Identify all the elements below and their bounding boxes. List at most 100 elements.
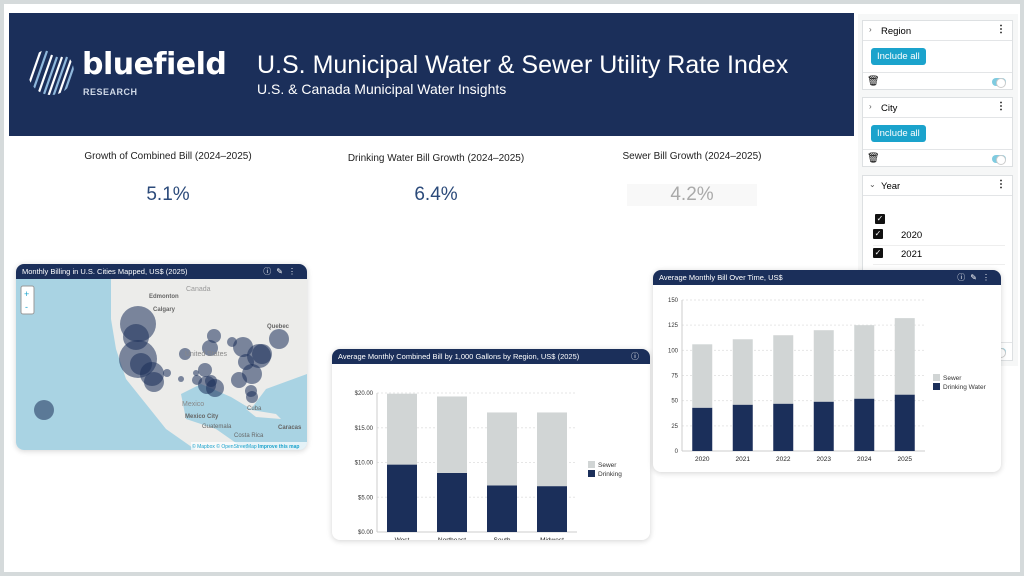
map-label: Cuba <box>247 406 262 412</box>
toggle-switch[interactable] <box>992 78 1006 88</box>
filter-label: City <box>881 103 898 114</box>
kpi-value: 4.2% <box>627 184 757 206</box>
y-tick-label: 25 <box>671 424 678 430</box>
bar-drinking <box>437 472 467 532</box>
x-tick-label: 2021 <box>736 456 751 463</box>
bar-drinking-water <box>732 404 753 451</box>
trash-icon[interactable]: 🗑 <box>867 76 880 87</box>
y-tick-label: 0 <box>675 449 679 455</box>
toggle-switch[interactable] <box>992 155 1006 165</box>
checkbox[interactable]: ✓ <box>873 248 883 258</box>
zoom-in-button[interactable]: + <box>24 289 29 299</box>
more-icon[interactable]: ⋮ <box>996 179 1006 190</box>
edit-icon[interactable]: ✎ <box>970 273 982 282</box>
chevron-down-icon[interactable]: ⌄ <box>869 180 876 189</box>
bar-drinking-water <box>692 407 713 451</box>
osm-link[interactable]: © OpenStreetMap <box>216 443 257 450</box>
bar-sewer <box>894 318 915 395</box>
bar-drinking-water <box>813 401 834 451</box>
bar-sewer <box>773 335 794 404</box>
kpi-label: Drinking Water Bill Growth (2024–2025) <box>347 153 525 164</box>
map-label: Edmonton <box>149 294 179 300</box>
y-tick-label: $15.00 <box>355 426 374 432</box>
info-icon[interactable]: ⓘ <box>631 352 644 361</box>
bar-sewer <box>813 330 834 402</box>
map-label: Costa Rica <box>234 433 264 439</box>
chart-title: Average Monthly Combined Bill by 1,000 G… <box>338 352 580 361</box>
map-label: Caracas <box>278 425 302 431</box>
map-label: Canada <box>186 286 211 293</box>
chevron-right-icon[interactable]: › <box>869 102 872 111</box>
chart-header: Average Monthly Bill Over Time, US$ ⓘ✎⋮ <box>653 270 1001 285</box>
chevron-right-icon[interactable]: › <box>869 25 872 34</box>
kpi-value: 6.4% <box>414 184 458 205</box>
map-label: Calgary <box>153 307 176 313</box>
filter-region: › Region ⋮ Include all 🗑 <box>862 20 1013 90</box>
edit-icon[interactable]: ✎ <box>276 267 288 276</box>
page-title: U.S. Municipal Water & Sewer Utility Rat… <box>257 51 789 79</box>
bar-sewer <box>437 396 467 473</box>
more-icon[interactable]: ⋮ <box>982 273 995 282</box>
x-tick-label: 2023 <box>817 456 832 463</box>
bill-over-time-chart: 0 25 50 75 100 125 150 2020 2021 2022 2023 2024 2025… <box>668 298 987 463</box>
city-bubbles <box>34 306 289 420</box>
bar-drinking <box>487 485 517 532</box>
more-icon[interactable]: ⋮ <box>288 267 301 276</box>
checkbox[interactable]: ✓ <box>873 229 883 239</box>
zoom-out-button[interactable]: - <box>25 302 28 312</box>
logo-subtext: RESEARCH <box>83 87 138 97</box>
bluefield-logo: bluefield RESEARCH <box>26 41 227 105</box>
bar-drinking-water <box>894 394 915 451</box>
bar-sewer <box>854 325 875 399</box>
map-canvas[interactable]: Canada Edmonton Calgary Quebec United St… <box>16 279 307 450</box>
x-tick-label: South <box>494 537 511 540</box>
x-tick-label: Northeast <box>438 537 466 540</box>
legend-label: Drinking Water <box>943 384 987 391</box>
region-bill-chart-card: Average Monthly Combined Bill by 1,000 G… <box>332 349 650 540</box>
filter-label: Region <box>881 26 912 37</box>
info-icon[interactable]: ⓘ <box>957 273 971 282</box>
more-icon[interactable]: ⋮ <box>996 24 1006 35</box>
kpi-sewer-growth: Sewer Bill Growth (2024–2025) 4.2% <box>582 151 802 206</box>
x-tick-label: 2024 <box>857 456 872 463</box>
year-option[interactable]: ✓ 2021 <box>873 247 1005 265</box>
bar-sewer <box>387 393 417 465</box>
filter-city: › City ⋮ Include all 🗑 <box>862 97 1013 167</box>
map-title: Monthly Billing in U.S. Cities Mapped, U… <box>22 267 188 276</box>
x-tick-label: West <box>395 537 410 540</box>
bar-sewer <box>487 412 517 486</box>
info-icon[interactable]: ⓘ <box>263 267 277 276</box>
y-tick-label: 75 <box>671 374 678 380</box>
legend-swatch <box>933 383 940 390</box>
map-label: Guatemala <box>202 424 232 430</box>
bill-over-time-chart-card: Average Monthly Bill Over Time, US$ ⓘ✎⋮ 0… <box>653 270 1001 472</box>
map-card: Monthly Billing in U.S. Cities Mapped, U… <box>16 264 307 450</box>
bar-drinking <box>387 464 417 532</box>
select-all-checkbox[interactable]: ✓ <box>875 214 885 224</box>
logo-text: bluefield <box>82 47 227 82</box>
include-all-button[interactable]: Include all <box>871 48 926 65</box>
more-icon[interactable]: ⋮ <box>996 101 1006 112</box>
kpi-label: Growth of Combined Bill (2024–2025) <box>84 151 252 162</box>
zoom-controls: + - <box>20 285 35 315</box>
map-label: United States <box>185 351 228 358</box>
kpi-label: Sewer Bill Growth (2024–2025) <box>622 151 762 162</box>
bar-sewer <box>692 344 713 408</box>
year-option[interactable]: ✓ 2020 <box>873 228 1005 246</box>
mapbox-link[interactable]: © Mapbox <box>192 443 215 450</box>
filter-label: Year <box>881 181 901 192</box>
improve-map-link[interactable]: Improve this map <box>258 444 299 450</box>
legend-swatch <box>588 470 595 477</box>
x-tick-label: 2022 <box>776 456 791 463</box>
x-tick-label: 2020 <box>695 456 710 463</box>
bar-sewer <box>732 339 753 405</box>
legend-label: Sewer <box>943 375 962 382</box>
region-bill-chart: $0.00 $5.00 $10.00 $15.00 $20.00 West Northeas… <box>355 391 623 540</box>
y-tick-label: 100 <box>668 348 679 354</box>
year-label: 2021 <box>901 249 923 260</box>
include-all-button[interactable]: Include all <box>871 125 926 142</box>
legend-label: Drinking <box>598 471 622 478</box>
chart-header: Average Monthly Combined Bill by 1,000 G… <box>332 349 650 364</box>
trash-icon[interactable]: 🗑 <box>867 153 880 164</box>
x-tick-label: 2025 <box>898 456 913 463</box>
